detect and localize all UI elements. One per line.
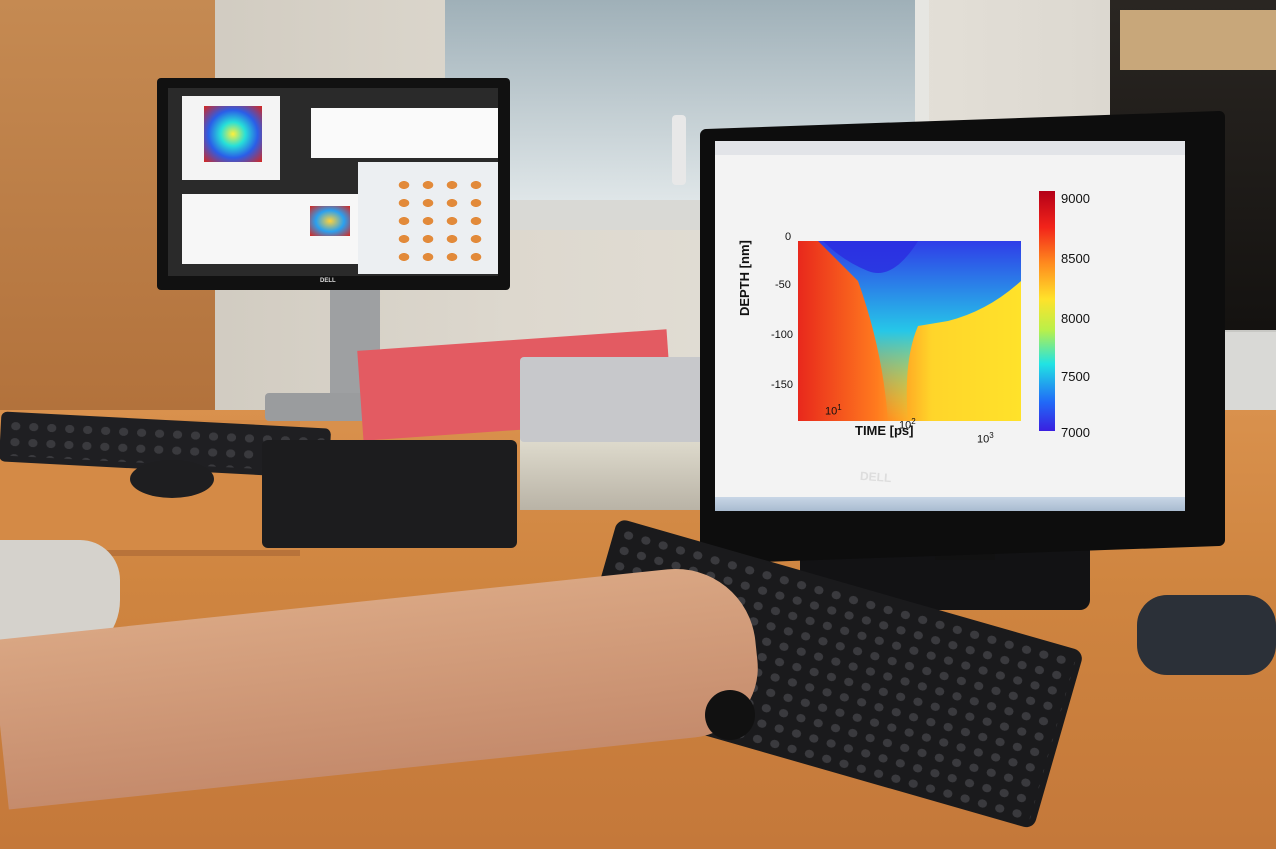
left-monitor-logo: DELL <box>320 278 336 284</box>
closed-laptop <box>520 357 705 442</box>
left-monitor-screen <box>168 88 498 276</box>
heatmap-deep-blue-region <box>823 241 918 273</box>
y-axis-label: DEPTH [nm] <box>737 240 752 316</box>
plot-window-1[interactable] <box>182 96 280 180</box>
colorbar-tick-7000: 7000 <box>1061 425 1090 440</box>
right-mouse[interactable] <box>705 690 755 740</box>
colorbar-tick-8500: 8500 <box>1061 251 1090 266</box>
y-tick-minus-50: -50 <box>775 279 791 291</box>
heatmap-cool-region <box>818 241 1021 421</box>
y-tick-minus-150: -150 <box>771 379 794 391</box>
x-axis-label: TIME [ps] <box>855 423 914 438</box>
x-tick-10-2: 102 <box>899 417 916 432</box>
folder-icon <box>392 176 492 268</box>
window-title-bar[interactable] <box>715 141 1185 155</box>
colorbar <box>1039 191 1055 431</box>
y-tick-0: 0 <box>785 231 792 243</box>
heatmap-thumbnail <box>204 106 262 162</box>
x-tick-10-1: 101 <box>825 403 842 418</box>
file-browser-window[interactable] <box>358 162 498 274</box>
plot-window-3[interactable] <box>182 194 358 264</box>
x-tick-10-3: 103 <box>977 431 994 446</box>
depth-time-heatmap <box>798 241 1021 421</box>
docking-station <box>262 440 517 548</box>
zip-case <box>1137 595 1276 675</box>
y-tick-minus-100: -100 <box>771 329 794 341</box>
colorbar-tick-7500: 7500 <box>1061 369 1090 384</box>
cardboard-boxes <box>1120 10 1276 70</box>
plot-window-2[interactable] <box>311 108 498 158</box>
window-handle <box>672 115 686 185</box>
taskbar[interactable] <box>715 497 1185 511</box>
right-monitor-logo: DELL <box>859 468 892 486</box>
heatmap-thumbnail <box>310 206 350 236</box>
right-monitor-screen: 9000 8500 8000 7500 7000 0 -50 -100 -150… <box>715 141 1185 511</box>
colorbar-tick-9000: 9000 <box>1061 191 1090 206</box>
left-mouse[interactable] <box>130 460 214 498</box>
colorbar-tick-8000: 8000 <box>1061 311 1090 326</box>
